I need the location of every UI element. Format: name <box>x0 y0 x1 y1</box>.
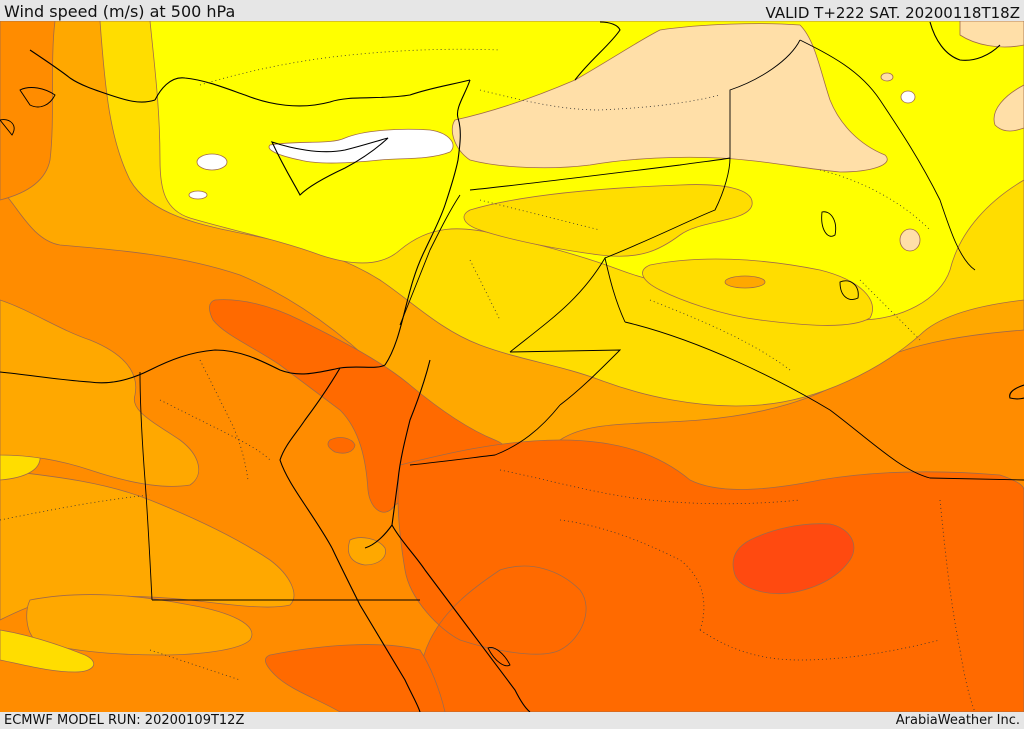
coastline-gulf-of-aqaba <box>364 359 431 549</box>
border-syria-turkey <box>469 39 801 191</box>
coastline-red-sea-west <box>331 547 421 712</box>
island-crete <box>19 87 56 108</box>
fill-gold-lower-left <box>0 629 95 673</box>
coastline-turkey <box>154 77 471 107</box>
fill-beige <box>451 23 888 173</box>
fill-dark-orange-patch-sinai <box>327 437 356 454</box>
wind-speed-map <box>0 21 1024 712</box>
admin-borders <box>0 48 976 712</box>
admin-border-jordan <box>469 259 501 321</box>
fill-orange-spot <box>724 275 766 289</box>
border-iraq-iran <box>604 157 731 259</box>
fill-light-orange-libya <box>0 299 200 487</box>
border-iran-iraq-south <box>799 39 976 271</box>
fill-white-spot-2 <box>188 190 208 200</box>
fill-white-spot-1 <box>196 153 228 171</box>
fill-orange-far-left <box>0 21 56 201</box>
model-run-label: ECMWF MODEL RUN: 20200109T12Z <box>4 713 245 728</box>
fill-dark-orange-bottom-left <box>265 644 446 712</box>
credit-label: ArabiaWeather Inc. <box>895 713 1020 728</box>
fill-white-dot-3 <box>900 90 916 104</box>
admin-border-iran <box>819 169 931 231</box>
fill-red-orange-core <box>732 523 855 595</box>
header-bar: Wind speed (m/s) at 500 hPa VALID T+222 … <box>0 0 1024 21</box>
coastline-persian-gulf <box>1009 384 1024 400</box>
fill-light-orange-redsea <box>348 537 386 566</box>
border-saudi-jordan <box>409 404 561 466</box>
island-rhodes <box>0 119 15 136</box>
coastline-caspian <box>929 21 1001 61</box>
border-iraq-saudi <box>624 321 1024 481</box>
coastline-aegean <box>29 49 156 103</box>
fill-gold-band-syria <box>463 184 753 257</box>
map-canvas <box>0 21 1024 712</box>
admin-border-sudan <box>0 494 151 521</box>
island-qatar <box>839 280 859 300</box>
map-title: Wind speed (m/s) at 500 hPa <box>4 2 236 21</box>
footer-bar: ECMWF MODEL RUN: 20200109T12Z ArabiaWeat… <box>0 712 1024 729</box>
border-syria-iraq <box>509 256 626 353</box>
island-bahrain <box>821 211 837 237</box>
valid-time-label: VALID T+222 SAT. 20200118T18Z <box>765 4 1020 22</box>
fill-beige-dot-1 <box>899 228 921 252</box>
coastline-cyprus <box>270 137 389 196</box>
islands <box>0 87 859 667</box>
admin-border-saudi-2 <box>559 519 705 631</box>
admin-border-iran-2 <box>859 279 921 341</box>
border-israel <box>399 194 461 326</box>
coastlines <box>0 21 1024 712</box>
coastline-gulf-of-suez <box>279 367 341 549</box>
border-egypt-libya <box>139 371 153 601</box>
admin-border-iraq <box>649 299 791 371</box>
fill-beige-right-edge <box>993 84 1024 132</box>
island-farasan <box>487 647 511 667</box>
fill-beige-dot-2 <box>880 72 894 82</box>
coastline-black-sea <box>574 21 621 81</box>
fill-gold-patch-iraq <box>642 258 873 326</box>
coastline-red-sea-east <box>391 524 531 712</box>
coastline-levant <box>384 79 471 366</box>
border-jordan-iraq <box>509 349 622 406</box>
country-borders <box>139 39 1024 601</box>
